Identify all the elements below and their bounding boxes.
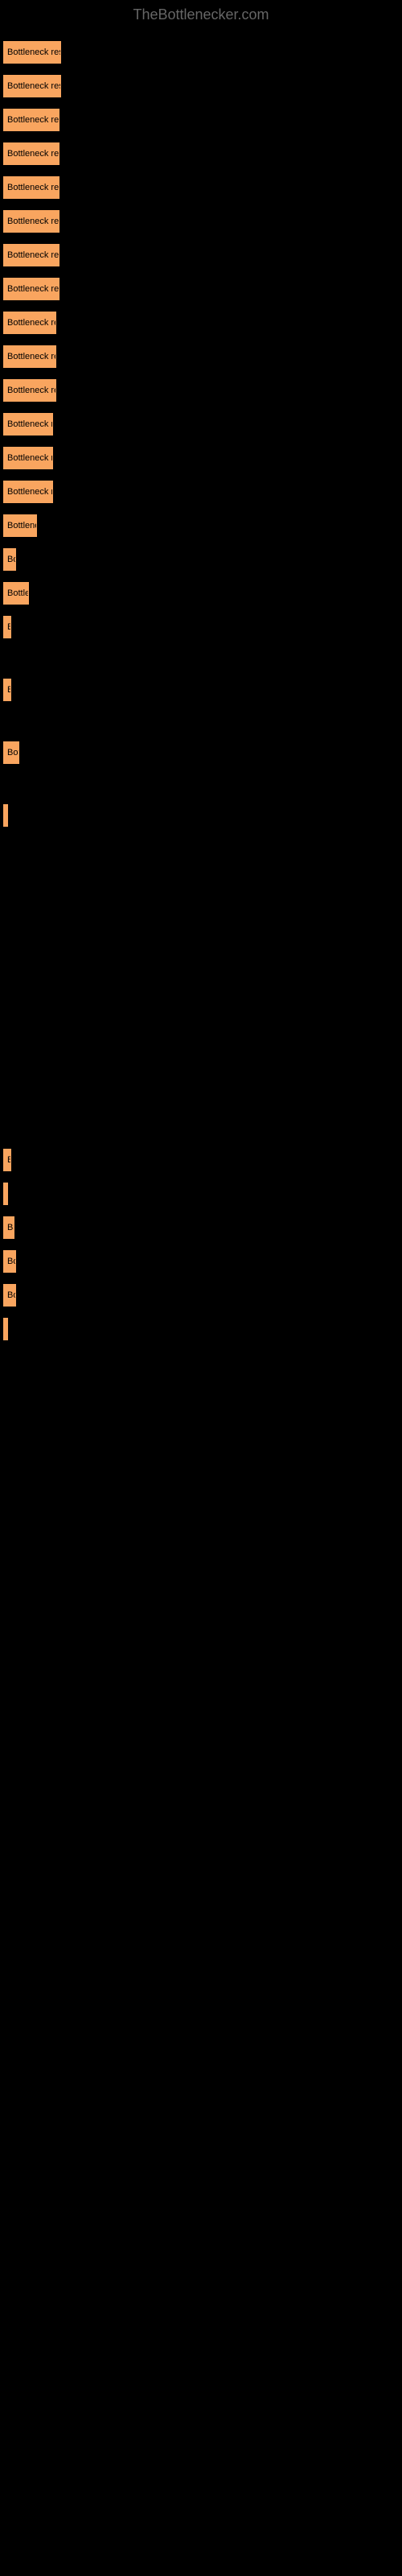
bar: B: [3, 679, 11, 701]
bar-row: Bottleneck re: [0, 447, 402, 469]
bar-row: Bottleneck res: [0, 345, 402, 368]
bar: Bottleneck resu: [3, 142, 59, 165]
bar-row: Bottler: [0, 582, 402, 605]
bar-row: Bo: [0, 1284, 402, 1307]
bar: Bottleneck res: [3, 379, 56, 402]
bar: Bottleneck re: [3, 413, 53, 436]
bar-row: [0, 1318, 402, 1340]
bar-row: Bottleneck re: [0, 481, 402, 503]
bar: Bottleneck re: [3, 447, 53, 469]
bar: [3, 1183, 8, 1205]
bar-row: B: [0, 616, 402, 638]
bar: Bot: [3, 741, 19, 764]
bar: B: [3, 616, 11, 638]
bar-row: B: [0, 1149, 402, 1171]
header-title: TheBottlenecker.com: [133, 6, 269, 23]
bar: Bottleneck resu: [3, 210, 59, 233]
bar-row: Bottlene: [0, 514, 402, 537]
bar-row: Bottleneck resu: [0, 278, 402, 300]
bar: Bottler: [3, 582, 29, 605]
site-header: TheBottlenecker.com: [0, 0, 402, 30]
bar: Bo: [3, 1250, 16, 1273]
bar-row: Bottleneck resu: [0, 210, 402, 233]
bar: [3, 1318, 8, 1340]
bar-row: [0, 1183, 402, 1205]
bar-row: Bottleneck re: [0, 413, 402, 436]
bar-row: Bottleneck resul: [0, 75, 402, 97]
bar-row: Bot: [0, 741, 402, 764]
bar-row: Bottleneck res: [0, 379, 402, 402]
bar: Ba: [3, 1216, 14, 1239]
bar-row: [0, 804, 402, 827]
bar-row: Bottleneck res: [0, 312, 402, 334]
bar-row: Ba: [0, 1216, 402, 1239]
bar: Bottleneck resu: [3, 176, 59, 199]
bar-row: Bo: [0, 1250, 402, 1273]
bar: Bottleneck resu: [3, 109, 59, 131]
bar-row: Bottleneck resu: [0, 176, 402, 199]
bar: Bottleneck resul: [3, 41, 61, 64]
bar-chart: Bottleneck resul Bottleneck resul Bottlene…: [0, 41, 402, 1340]
bar-row: B: [0, 679, 402, 701]
bar: Bottleneck res: [3, 345, 56, 368]
bar: Bottleneck resul: [3, 75, 61, 97]
bar: Bottleneck resu: [3, 244, 59, 266]
bar: Bottleneck re: [3, 481, 53, 503]
bar-row: Bottleneck resu: [0, 244, 402, 266]
bar: B: [3, 1149, 11, 1171]
bar: Bo: [3, 1284, 16, 1307]
bar: Bottleneck res: [3, 312, 56, 334]
bar: [3, 804, 8, 827]
bar: Bottlene: [3, 514, 37, 537]
bar: Bottleneck resu: [3, 278, 59, 300]
bar: Bo: [3, 548, 16, 571]
bar-row: Bottleneck resu: [0, 109, 402, 131]
bar-row: Bottleneck resu: [0, 142, 402, 165]
bar-row: Bottleneck resul: [0, 41, 402, 64]
bar-row: Bo: [0, 548, 402, 571]
